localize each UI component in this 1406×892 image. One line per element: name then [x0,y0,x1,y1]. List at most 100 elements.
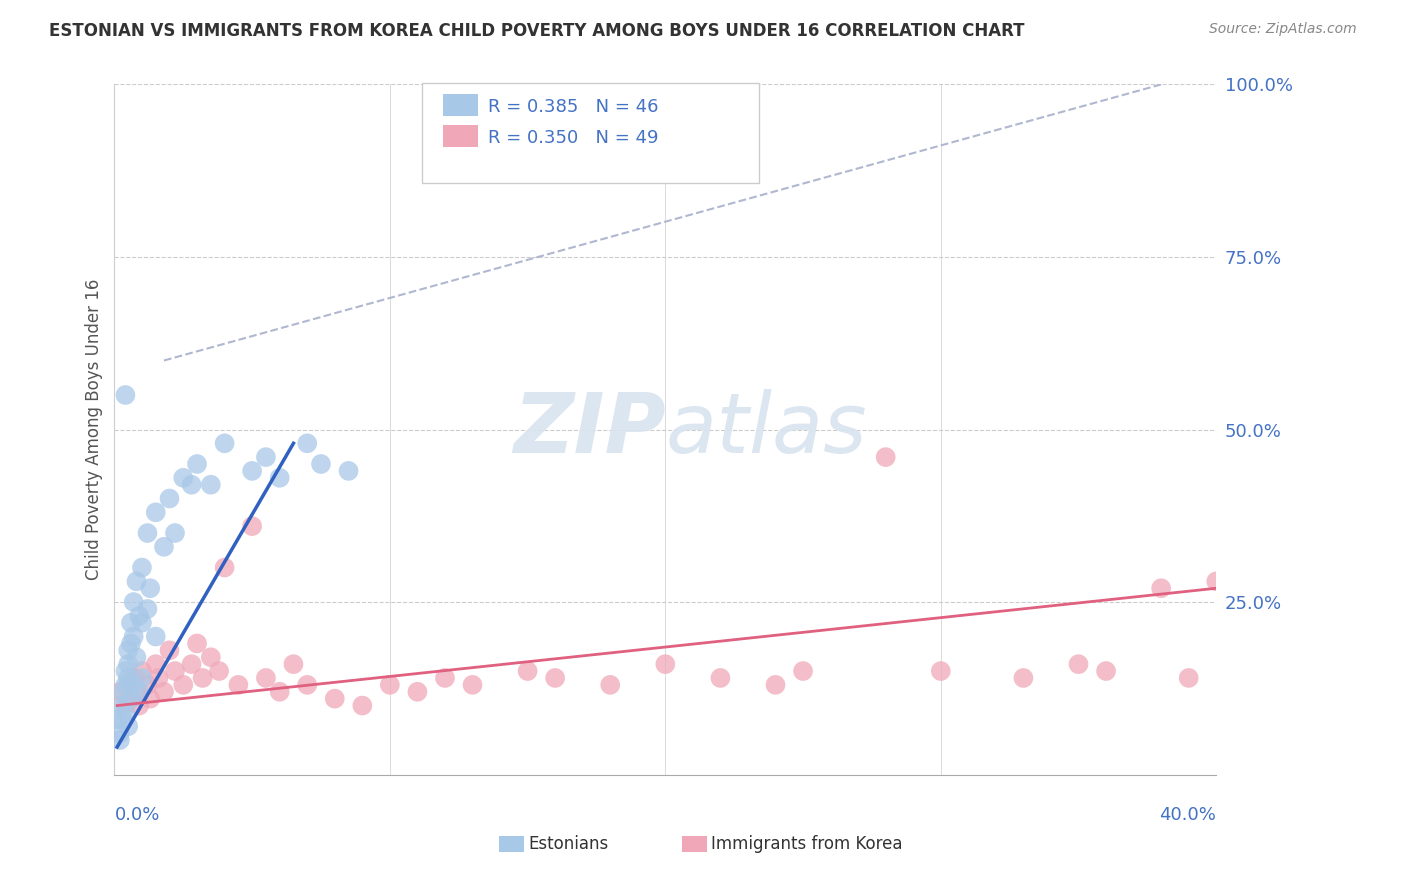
Point [145,630,167,644]
Point [297,678,319,692]
Text: Immigrants from Korea: Immigrants from Korea [711,835,903,853]
Point [172,678,194,692]
Point [125,650,148,665]
Point [269,685,291,699]
Point [654,657,676,672]
Point [114,388,136,402]
Point [145,505,167,519]
Point [254,671,277,685]
Point [114,678,136,692]
Point [337,464,360,478]
Point [117,671,139,685]
Point [191,671,214,685]
Text: 40.0%: 40.0% [1160,805,1216,823]
Point [114,706,136,720]
Point [309,457,332,471]
Point [131,560,153,574]
Point [297,436,319,450]
Point [125,685,148,699]
Point [929,664,952,678]
Point [122,671,145,685]
Point [136,602,159,616]
Point [254,450,277,464]
Point [159,491,181,506]
Point [159,643,181,657]
Point [122,678,145,692]
Point [148,671,170,685]
Point [120,636,142,650]
Point [1150,581,1173,595]
Point [172,471,194,485]
Point [875,450,897,464]
Point [406,685,429,699]
Text: Estonians: Estonians [529,835,609,853]
Point [1067,657,1090,672]
Point [111,698,134,713]
Point [1095,664,1118,678]
Point [111,712,134,726]
Point [122,595,145,609]
Point [117,678,139,692]
Text: R = 0.385   N = 46: R = 0.385 N = 46 [488,98,658,116]
Point [128,698,150,713]
Point [186,636,208,650]
Point [131,664,153,678]
Point [214,560,236,574]
Point [128,608,150,623]
Point [153,685,176,699]
Point [323,691,346,706]
Point [163,526,186,541]
Point [709,671,731,685]
Text: Source: ZipAtlas.com: Source: ZipAtlas.com [1209,22,1357,37]
Text: R = 0.350   N = 49: R = 0.350 N = 49 [488,129,658,147]
Point [163,664,186,678]
Point [352,698,374,713]
Text: ZIP: ZIP [513,389,665,470]
Point [378,678,401,692]
Point [180,477,202,491]
Point [228,678,250,692]
Text: ESTONIAN VS IMMIGRANTS FROM KOREA CHILD POVERTY AMONG BOYS UNDER 16 CORRELATION : ESTONIAN VS IMMIGRANTS FROM KOREA CHILD … [49,22,1025,40]
Point [208,664,231,678]
Point [599,678,621,692]
Point [139,691,162,706]
Point [240,519,263,533]
Point [105,712,128,726]
Point [136,678,159,692]
Point [114,664,136,678]
Point [792,664,814,678]
Point [114,698,136,713]
Point [120,691,142,706]
Point [269,471,291,485]
Point [186,457,208,471]
Text: 0.0%: 0.0% [114,805,160,823]
Point [145,657,167,672]
Point [122,630,145,644]
Point [131,671,153,685]
Point [153,540,176,554]
Point [117,657,139,672]
Point [516,664,538,678]
Y-axis label: Child Poverty Among Boys Under 16: Child Poverty Among Boys Under 16 [86,279,103,580]
Point [200,477,222,491]
Point [1205,574,1227,589]
Point [214,436,236,450]
Point [283,657,305,672]
Point [180,657,202,672]
Point [108,726,131,740]
Point [1012,671,1035,685]
Point [1177,671,1199,685]
Point [128,685,150,699]
Point [120,615,142,630]
Point [136,526,159,541]
Point [120,691,142,706]
Point [461,678,484,692]
Point [433,671,456,685]
Point [117,643,139,657]
Text: atlas: atlas [665,389,868,470]
Point [108,733,131,747]
Point [125,574,148,589]
Point [765,678,787,692]
Point [200,650,222,665]
Point [240,464,263,478]
